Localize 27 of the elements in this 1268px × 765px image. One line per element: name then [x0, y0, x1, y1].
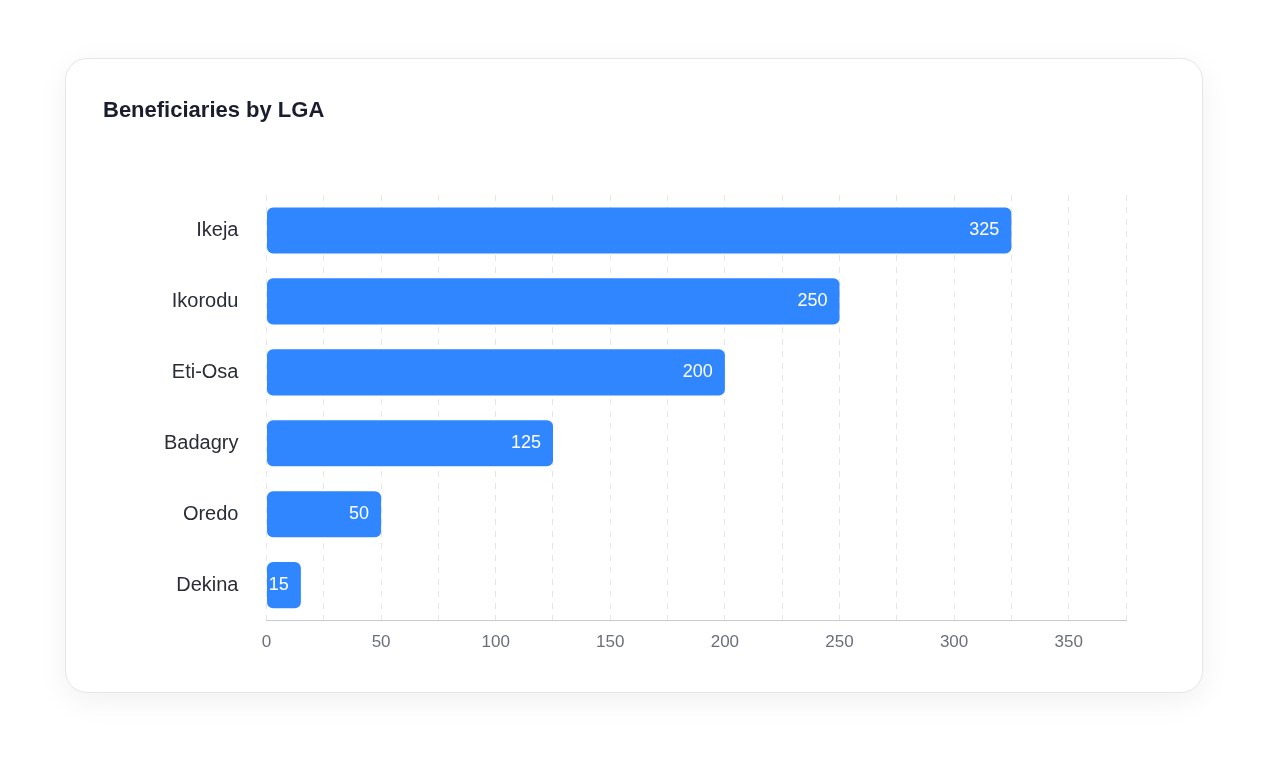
- x-tick-label: 200: [710, 632, 740, 652]
- data-label: 200: [682, 361, 713, 382]
- data-label: 50: [349, 503, 370, 524]
- chart-title: Beneficiaries by LGA: [103, 97, 325, 123]
- data-label: 15: [268, 574, 289, 595]
- y-tick-label: Dekina: [176, 572, 240, 595]
- x-tick-label: 0: [261, 632, 272, 652]
- bar: [266, 491, 382, 538]
- x-tick-label: 250: [825, 632, 854, 652]
- y-tick-label: Ikorodu: [171, 288, 239, 311]
- data-label: 250: [797, 290, 828, 311]
- bar: [266, 562, 301, 609]
- bar: [266, 207, 1012, 254]
- bar: [266, 349, 725, 396]
- y-tick-label: Oredo: [182, 501, 239, 524]
- y-tick-label: Eti-Osa: [171, 359, 240, 382]
- x-tick-label: 50: [371, 632, 391, 652]
- data-label: 125: [510, 432, 541, 453]
- bar: [266, 278, 840, 325]
- x-tick-label: 150: [596, 632, 625, 652]
- x-tick-label: 100: [481, 632, 510, 652]
- y-tick-label: Ikeja: [196, 217, 240, 240]
- y-tick-label: Badagry: [163, 430, 239, 453]
- x-tick-label: 350: [1054, 632, 1083, 652]
- bar: [266, 420, 553, 467]
- data-label: 325: [969, 219, 1000, 240]
- x-tick-label: 300: [939, 632, 969, 652]
